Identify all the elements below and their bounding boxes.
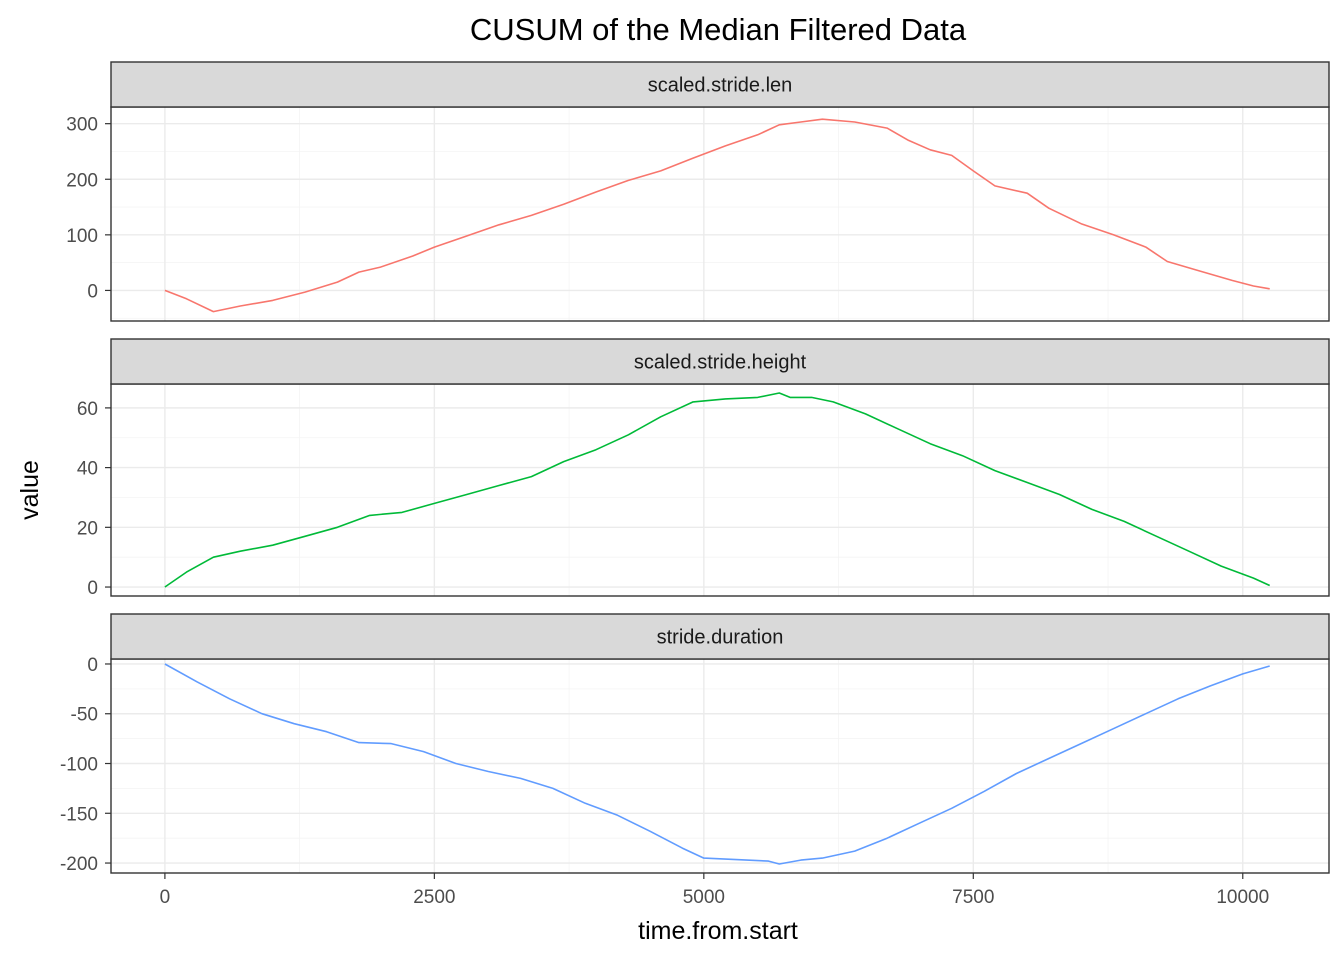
panel-background — [111, 107, 1329, 321]
facet-strip — [110, 338, 1330, 385]
facets: scaled.stride.len0100200300scaled.stride… — [60, 61, 1330, 875]
series-line-scaled.stride.len — [164, 118, 1270, 313]
y-tick-label: 300 — [66, 115, 98, 136]
y-tick-label: -100 — [60, 755, 98, 776]
x-tick-label: 2500 — [413, 887, 455, 908]
x-tick-label: 5000 — [683, 887, 725, 908]
x-tick-label: 0 — [160, 887, 171, 908]
x-axis: 0 2500 5000 7500 10000 — [160, 873, 1269, 908]
y-tick-label: -50 — [71, 705, 98, 726]
series-line-stride.duration — [164, 663, 1270, 865]
facet-scaled.stride.height: scaled.stride.height 0 20 40 60 — [77, 338, 1330, 599]
y-tick-label: -200 — [60, 854, 98, 875]
y-tick-label: 0 — [87, 281, 98, 302]
facet-strip-label: stride.duration — [657, 627, 784, 649]
x-axis-title: time.from.start — [638, 917, 798, 945]
y-tick-label: 100 — [66, 226, 98, 247]
facet-strip-label: scaled.stride.len — [648, 75, 793, 97]
y-tick-label: -150 — [60, 804, 98, 825]
chart-title: CUSUM of the Median Filtered Data — [470, 12, 967, 47]
facet-strip — [110, 613, 1330, 660]
y-axis-title: value — [16, 460, 44, 520]
y-tick-label: 200 — [66, 170, 98, 191]
panel-background — [111, 384, 1329, 596]
facet-stride.duration: stride.duration 0 -50 -100 -150 -200 — [60, 613, 1330, 875]
facet-scaled.stride.len: scaled.stride.len 0 100 200 300 — [66, 61, 1330, 322]
series-line-scaled.stride.height — [164, 392, 1271, 588]
facet-strip — [110, 61, 1330, 108]
x-tick-label: 7500 — [952, 887, 994, 908]
y-tick-label: 60 — [77, 399, 98, 420]
panel-background — [111, 659, 1329, 873]
y-tick-label: 40 — [77, 459, 98, 480]
y-tick-label: 20 — [77, 518, 98, 539]
y-tick-label: 0 — [87, 655, 98, 676]
y-tick-label: 0 — [87, 578, 98, 599]
x-tick-label: 10000 — [1216, 887, 1269, 908]
facet-strip-label: scaled.stride.height — [634, 352, 807, 374]
